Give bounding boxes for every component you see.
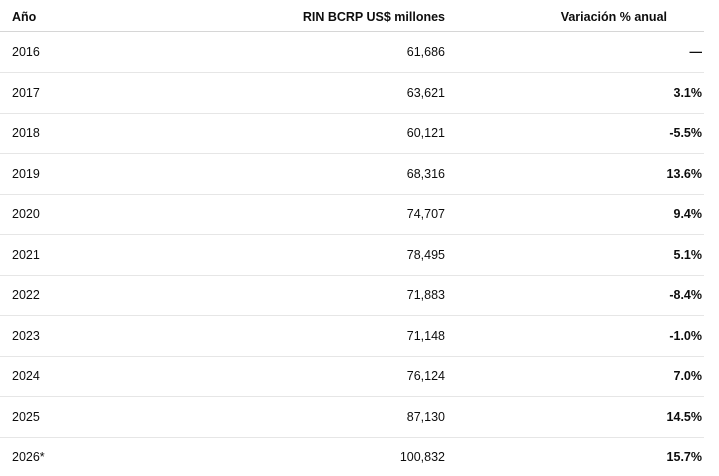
table-cell: 9.4% <box>673 207 703 221</box>
table-cell: 2023 <box>12 328 40 343</box>
table-cell: -1.0% <box>669 328 702 343</box>
table-cell: 60,121 <box>406 126 445 140</box>
row-divider <box>0 31 704 32</box>
table-cell: 2017 <box>12 85 40 100</box>
table-cell: -5.5% <box>669 126 702 140</box>
table-cell: 2018 <box>12 126 40 140</box>
table-cell: 71,883 <box>406 288 445 302</box>
table-cell: 2025 <box>12 409 40 424</box>
table-cell: 5.1% <box>673 247 703 262</box>
table-cell: — <box>689 45 703 59</box>
table-cell: 2026* <box>12 450 45 464</box>
row-divider <box>0 234 704 235</box>
row-divider <box>0 356 704 357</box>
table-cell: 78,495 <box>406 247 445 262</box>
row-divider <box>0 72 704 73</box>
table-cell: 2020 <box>12 207 40 221</box>
table-cell: 2024 <box>12 369 40 383</box>
column-header: RIN BCRP US$ millones <box>302 10 445 24</box>
table-cell: 68,316 <box>406 166 445 181</box>
row-divider <box>0 153 704 154</box>
table-cell: 2016 <box>12 45 40 59</box>
table-cell: 14.5% <box>666 409 702 424</box>
row-divider <box>0 437 704 438</box>
table-cell: 63,621 <box>406 85 445 100</box>
table-cell: 87,130 <box>406 409 445 424</box>
column-header: Variación % anual <box>560 10 667 24</box>
row-divider <box>0 194 704 195</box>
row-divider <box>0 275 704 276</box>
table-cell: 13.6% <box>666 166 702 181</box>
table-cell: 100,832 <box>399 450 445 464</box>
row-divider <box>0 315 704 316</box>
table-cell: 2021 <box>12 247 40 262</box>
row-divider <box>0 113 704 114</box>
table-cell: 71,148 <box>406 328 445 343</box>
table-cell: 2019 <box>12 166 40 181</box>
table-cell: 7.0% <box>673 369 703 383</box>
table-cell: 3.1% <box>673 85 703 100</box>
table-cell: 15.7% <box>666 450 702 464</box>
table-cell: 76,124 <box>406 369 445 383</box>
table-cell: 61,686 <box>406 45 445 59</box>
table-cell: -8.4% <box>669 288 702 302</box>
table-cell: 2022 <box>12 288 40 302</box>
row-divider <box>0 396 704 397</box>
table-cell: 74,707 <box>406 207 445 221</box>
column-header: Año <box>12 10 37 24</box>
